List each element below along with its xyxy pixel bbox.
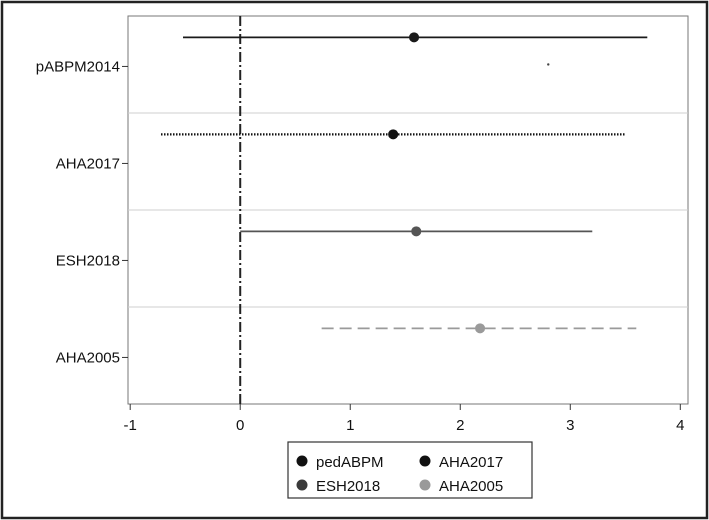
y-tick-label: AHA2017 [56, 155, 120, 172]
x-tick-label: -1 [124, 417, 137, 434]
legend-label-0: pedABPM [316, 454, 384, 471]
legend-label-2: ESH2018 [316, 478, 380, 495]
x-tick-label: 3 [566, 417, 574, 434]
x-axis: -1 0 1 2 3 4 [124, 404, 684, 434]
point-estimate [388, 129, 399, 140]
point-estimate [411, 226, 422, 237]
point-estimates [388, 32, 550, 334]
legend-marker-3 [419, 479, 431, 491]
legend-marker-2 [296, 479, 308, 491]
y-tick-label: AHA2005 [56, 349, 120, 366]
point-estimate [409, 32, 420, 43]
x-tick-label: 2 [456, 417, 464, 434]
legend-label-1: AHA2017 [439, 454, 503, 471]
y-axis: pABPM2014 AHA2017 ESH2018 AHA2005 [36, 58, 128, 366]
row-separators [128, 112, 688, 308]
stray-mark [547, 63, 550, 66]
y-tick-label: pABPM2014 [36, 58, 120, 75]
x-tick-label: 0 [236, 417, 244, 434]
legend-label-3: AHA2005 [439, 478, 503, 495]
legend: pedABPM AHA2017 ESH2018 AHA2005 [287, 441, 533, 499]
y-tick-label: ESH2018 [56, 252, 120, 269]
legend-marker-0 [296, 455, 308, 467]
legend-marker-1 [419, 455, 431, 467]
point-estimate [475, 323, 486, 334]
x-tick-label: 1 [346, 417, 354, 434]
x-tick-label: 4 [676, 417, 684, 434]
legend-box [287, 441, 533, 499]
